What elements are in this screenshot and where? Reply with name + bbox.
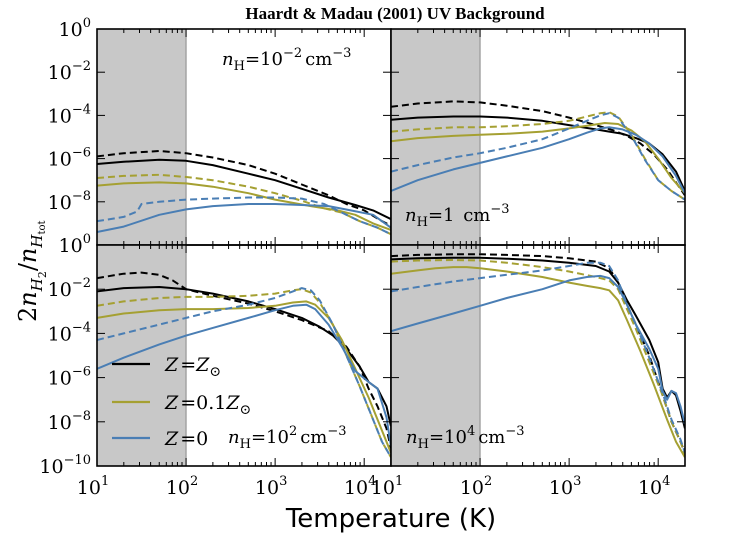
y-tick-label: 10−4 [48, 102, 91, 127]
y-tick-label: 100 [59, 16, 91, 41]
x-tick-label: 102 [166, 474, 198, 499]
x-tick-label: 102 [460, 474, 492, 499]
panel-frame [390, 244, 686, 467]
panels: 100 10−2 10−4 10−6 10−8 nH=10−2 cm−3 nH=1 cm−3 1… [39, 16, 686, 478]
x-tick-label: 104 [344, 474, 376, 499]
density-annotation: nH=102 cm−3 [228, 424, 347, 452]
density-annotation: nH=1 cm−3 [405, 202, 510, 230]
series-line [391, 261, 685, 454]
density-annotation: nH=104 cm−3 [406, 424, 525, 452]
series-line [391, 274, 685, 425]
series-line [97, 196, 391, 236]
y-tick-label: 10−10 [39, 453, 91, 478]
panel-top-left: 100 10−2 10−4 10−6 10−8 nH=10−2 cm−3 [48, 16, 392, 246]
series-group [97, 150, 391, 236]
shaded-region [97, 29, 187, 245]
y-tick-label: 10−8 [48, 409, 91, 434]
y-tick-label: 10−2 [48, 59, 91, 84]
series-line [97, 181, 391, 231]
x-tick-label: 104 [638, 474, 670, 499]
series-line [97, 300, 391, 454]
y-axis-label-text: 2nH2/nHtot [14, 220, 49, 322]
panel-top-right: nH=1 cm−3 [390, 28, 686, 246]
x-tick-label: 101 [77, 474, 109, 499]
legend-label: Z =0 [164, 428, 208, 450]
shaded-region [97, 245, 187, 466]
y-tick-label: 10−8 [48, 189, 91, 214]
x-tick-label: 103 [549, 474, 581, 499]
series-line [97, 150, 391, 227]
y-tick-label: 100 [59, 232, 91, 257]
x-axis-label: Temperature (K) [285, 504, 496, 534]
series-group [391, 100, 685, 201]
density-annotation: nH=10−2 cm−3 [222, 46, 351, 74]
panel-bottom-right: nH=104 cm−3 [390, 244, 686, 467]
series-line [97, 271, 391, 449]
series-line [391, 112, 685, 201]
series-line [391, 259, 685, 456]
series-line [97, 158, 391, 220]
y-tick-label: 10−6 [48, 365, 91, 390]
legend-label: Z =0.1Z⊙ [164, 392, 251, 418]
y-axis-label: 2nH2/nHtot [14, 220, 49, 322]
series-line [391, 122, 685, 194]
series-line [97, 303, 391, 447]
x-tick-label: 103 [255, 474, 287, 499]
legend: Z =Z⊙ Z =0.1Z⊙ Z =0 [112, 354, 251, 450]
panel-bottom-left: 100 10−2 10−4 10−6 10−8 10−10 nH=102 cm−3 [39, 232, 392, 478]
series-line [97, 203, 391, 233]
series-group [97, 271, 391, 458]
series-line [391, 266, 685, 458]
y-tick-label: 10−2 [48, 276, 91, 301]
series-line [97, 287, 391, 458]
series-line [391, 126, 685, 194]
y-tick-label: 10−6 [48, 146, 91, 171]
legend-label: Z =Z⊙ [164, 354, 221, 380]
series-line [97, 173, 391, 236]
x-tick-label: 101 [371, 474, 403, 499]
y-tick-label: 10−4 [48, 320, 91, 345]
shaded-region [391, 245, 481, 466]
series-group [391, 253, 685, 458]
chart-title: Haardt & Madau (2001) UV Background [245, 4, 545, 23]
